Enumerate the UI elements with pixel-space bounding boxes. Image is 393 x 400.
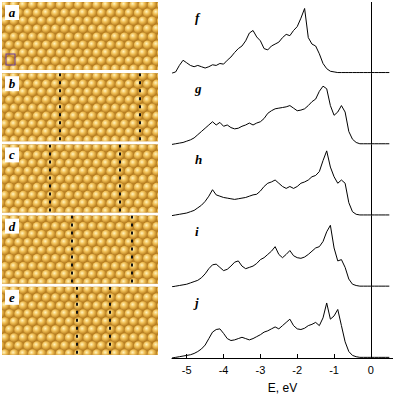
svg-text:c: c	[9, 147, 15, 162]
svg-text:j: j	[193, 295, 199, 310]
svg-text:0: 0	[368, 364, 374, 376]
svg-text:a: a	[9, 5, 16, 20]
svg-text:g: g	[194, 81, 202, 96]
svg-text:-4: -4	[219, 364, 229, 376]
svg-text:-2: -2	[292, 364, 302, 376]
svg-text:b: b	[9, 76, 16, 91]
svg-text:E, eV: E, eV	[268, 381, 297, 395]
svg-text:-1: -1	[329, 364, 339, 376]
svg-text:-3: -3	[256, 364, 266, 376]
svg-text:i: i	[195, 224, 199, 239]
svg-text:e: e	[9, 290, 15, 305]
svg-text:f: f	[195, 10, 201, 25]
svg-text:h: h	[195, 152, 202, 167]
svg-text:d: d	[9, 219, 16, 234]
svg-text:-5: -5	[182, 364, 192, 376]
